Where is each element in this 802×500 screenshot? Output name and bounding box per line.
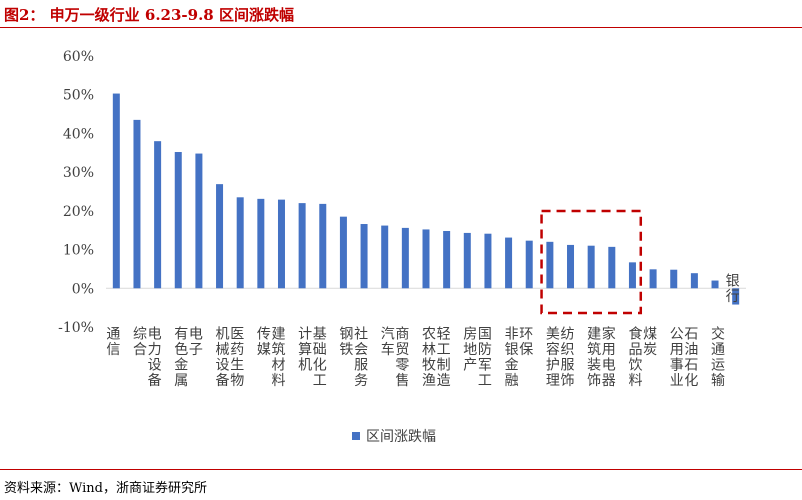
bar-公用事业 [670, 269, 678, 289]
x-tick-label: 有色金属 [174, 326, 188, 389]
x-tick-label: 建筑材料 [271, 326, 285, 389]
y-tick-label: 30% [63, 165, 94, 181]
y-tick-label: -10% [58, 320, 94, 336]
x-tick-label: 纺织服饰 [561, 326, 575, 389]
bar-基础化工 [319, 203, 327, 289]
top-rule [0, 27, 802, 28]
x-tick-label: 电力设备 [148, 326, 162, 389]
x-tick-label: 社会服务 [354, 326, 368, 389]
y-tick-label: 60% [63, 49, 94, 65]
legend: 区间涨跌幅 [352, 429, 436, 445]
x-axis: 通信综合电力设备有色金属电子机械设备医药生物传媒建筑材料计算机基础化工钢铁社会服… [106, 273, 739, 389]
bar-社会服务 [360, 224, 368, 289]
bar-电子 [195, 153, 203, 289]
bar-轻工制造 [443, 230, 451, 289]
bar-煤炭 [649, 269, 657, 289]
x-tick-label: 医药生物 [230, 326, 244, 389]
bar-银行 [732, 288, 740, 305]
x-tick-label: 食品饮料 [628, 325, 642, 389]
legend-swatch [352, 432, 360, 440]
x-tick-label: 建筑装饰 [587, 326, 601, 389]
annotations [540, 209, 643, 315]
y-tick-label: 40% [63, 126, 94, 142]
y-tick-label: 10% [63, 243, 94, 259]
bar-房地产 [463, 232, 471, 289]
x-tick-label: 通信 [106, 326, 120, 358]
x-tick-label: 计算机 [298, 326, 312, 373]
bar-建筑材料 [277, 199, 285, 289]
x-tick-label: 机械设备 [216, 326, 230, 389]
bar-建筑装饰 [587, 245, 595, 289]
x-tick-label: 国防军工 [478, 326, 492, 389]
x-tick-label: 家用电器 [602, 325, 616, 389]
bar-传媒 [257, 198, 265, 289]
x-tick-label: 美容护理 [546, 326, 560, 389]
bar-国防军工 [484, 233, 492, 289]
x-tick-label: 银行 [726, 273, 740, 305]
bar-美容护理 [546, 241, 554, 289]
y-tick-label: 50% [63, 88, 94, 104]
y-axis: -10% 0% 10% 20% 30% 40% 50% 60% [58, 49, 746, 336]
bar-食品饮料 [628, 262, 636, 289]
bar-电力设备 [154, 141, 162, 289]
x-tick-label: 基础化工 [313, 325, 327, 389]
bar-家用电器 [608, 246, 616, 289]
bar-环保 [525, 240, 533, 289]
x-tick-label: 汽车 [381, 326, 395, 358]
x-tick-label: 煤炭 [643, 326, 657, 358]
bar-汽车 [381, 225, 389, 289]
bar-商贸零售 [401, 227, 409, 289]
x-tick-label: 非银金融 [505, 326, 519, 389]
bar-农林牧渔 [422, 229, 430, 289]
x-tick-label: 交通运输 [711, 325, 725, 389]
y-tick-label: 20% [63, 204, 94, 220]
bar-计算机 [298, 203, 306, 289]
bar-机械设备 [216, 184, 224, 289]
bar-医药生物 [236, 197, 244, 289]
bottom-rule [0, 469, 802, 470]
x-tick-label: 电子 [189, 326, 203, 358]
x-tick-label: 综合 [133, 326, 147, 358]
bar-综合 [133, 119, 141, 289]
bar-交通运输 [711, 280, 719, 289]
bar-钢铁 [339, 216, 347, 289]
x-tick-label: 钢铁 [339, 326, 353, 358]
x-tick-label: 石油石化 [684, 326, 698, 389]
x-tick-label: 环保 [519, 326, 533, 358]
x-tick-label: 农林牧渔 [422, 326, 436, 389]
figure-title: 图2： 申万一级行业 6.23-9.8 区间涨跌幅 [4, 6, 294, 24]
x-tick-label: 商贸零售 [395, 326, 409, 389]
x-tick-label: 房地产 [463, 326, 477, 373]
bar-通信 [112, 93, 120, 289]
x-tick-label: 公用事业 [670, 326, 684, 389]
x-tick-label: 轻工制造 [437, 326, 451, 389]
y-tick-label: 0% [72, 281, 94, 297]
source-note: 资料来源：Wind，浙商证券研究所 [4, 481, 207, 496]
bar-非银金融 [505, 237, 513, 289]
bar-有色金属 [174, 152, 182, 289]
highlight-box [540, 209, 643, 315]
x-tick-label: 传媒 [257, 326, 271, 358]
bar-纺织服饰 [567, 244, 575, 289]
bars [112, 93, 740, 305]
bar-石油石化 [690, 273, 698, 289]
legend-label: 区间涨跌幅 [366, 429, 436, 445]
